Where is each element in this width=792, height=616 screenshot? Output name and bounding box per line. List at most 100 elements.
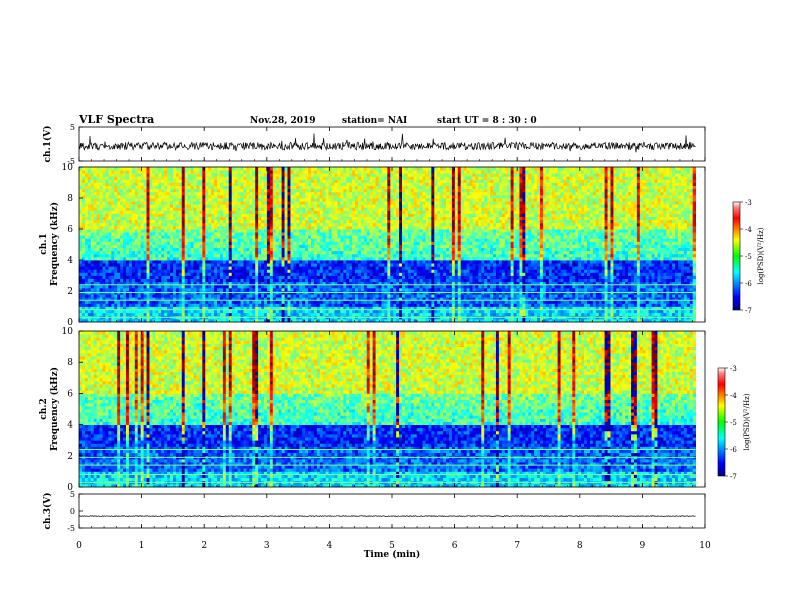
- spectrogram-cell: [525, 269, 528, 273]
- spectrogram-cell: [355, 266, 358, 270]
- spectrogram-cell: [566, 254, 569, 257]
- spectrogram-cell: [446, 300, 449, 304]
- spectrogram-cell: [152, 260, 155, 264]
- spectrogram-cell: [414, 300, 417, 304]
- spectrogram-cell: [332, 313, 335, 317]
- spectrogram-cell: [470, 257, 473, 261]
- spectrogram-cell: [85, 294, 88, 298]
- spectrogram-cell: [164, 300, 167, 304]
- spectrogram-cell: [408, 269, 411, 273]
- spectrogram-cell: [508, 288, 511, 292]
- spectrogram-cell: [349, 303, 352, 307]
- spectrogram-cell: [199, 313, 202, 317]
- spectrogram-cell: [681, 251, 684, 255]
- spectrogram-cell: [311, 269, 314, 273]
- spectrogram-cell: [211, 279, 214, 283]
- spectrogram-cell: [317, 285, 320, 289]
- spectrogram-cell: [267, 279, 270, 283]
- spectrogram-cell: [82, 260, 85, 264]
- spectrogram-cell: [608, 266, 611, 270]
- spectrogram-cell: [678, 266, 681, 270]
- spectrogram-cell: [634, 269, 637, 273]
- spectrogram-cell: [428, 310, 431, 314]
- spectrogram-cell: [343, 276, 346, 280]
- spectrogram-cell: [79, 303, 82, 307]
- spectrogram-cell: [669, 310, 672, 314]
- spectrogram-cell: [255, 276, 258, 280]
- spectrogram-cell: [684, 257, 687, 261]
- spectrogram-cell: [687, 263, 690, 267]
- spectrogram-cell: [549, 276, 552, 280]
- spectrogram-cell: [496, 279, 499, 283]
- spectrogram-cell: [387, 313, 390, 317]
- spectrogram-cell: [646, 294, 649, 298]
- spectrogram-cell: [384, 294, 387, 298]
- spectrogram-cell: [657, 279, 660, 283]
- spectrogram-cell: [217, 260, 220, 264]
- spectrogram-cell: [235, 303, 238, 307]
- spectrogram-cell: [337, 266, 340, 270]
- spectrogram-cell: [613, 260, 616, 264]
- spectrogram-cell: [517, 310, 520, 314]
- spectrogram-cell: [238, 251, 241, 255]
- spectrogram-cell: [657, 269, 660, 273]
- spectrogram-cell: [144, 263, 147, 267]
- spectrogram-cell: [684, 310, 687, 314]
- spectrogram-cell: [323, 313, 326, 317]
- spectrogram-cell: [687, 294, 690, 298]
- spectrogram-cell: [540, 260, 543, 264]
- spectrogram-cell: [226, 257, 229, 261]
- spectrogram-cell: [158, 285, 161, 289]
- spectrogram-cell: [399, 248, 402, 252]
- spectrogram-cell: [493, 313, 496, 317]
- spectrogram-cell: [100, 263, 103, 267]
- spectrogram-cell: [170, 300, 173, 304]
- spectrogram-cell: [114, 276, 117, 280]
- spectrogram-cell: [91, 254, 94, 257]
- spectrogram-cell: [478, 257, 481, 261]
- spectrogram-cell: [79, 313, 82, 317]
- spectrogram-cell: [252, 313, 255, 317]
- spectrogram-cell: [464, 288, 467, 292]
- spectrogram-cell: [660, 300, 663, 304]
- spectrogram-cell: [402, 313, 405, 317]
- spectrogram-cell: [88, 313, 91, 317]
- spectrogram-cell: [126, 285, 129, 289]
- spectrogram-cell: [326, 276, 329, 280]
- spectrogram-cell: [246, 272, 249, 276]
- spectrogram-cell: [329, 251, 332, 255]
- spectrogram-cell: [496, 269, 499, 273]
- spectrogram-cell: [152, 300, 155, 304]
- spectrogram-cell: [499, 294, 502, 298]
- spectrogram-cell: [555, 294, 558, 298]
- spectrogram-cell: [646, 266, 649, 270]
- spectrogram-cell: [384, 266, 387, 270]
- spectrogram-cell: [205, 300, 208, 304]
- spectrogram-cell: [649, 279, 652, 283]
- spectrogram-cell: [549, 279, 552, 283]
- spectrogram-cell: [684, 279, 687, 283]
- spectrogram-cell: [249, 279, 252, 283]
- spectrogram-cell: [690, 263, 693, 267]
- spectrogram-cell: [85, 300, 88, 304]
- spectrogram-cell: [690, 310, 693, 314]
- spectrogram-cell: [264, 272, 267, 276]
- spectrogram-cell: [364, 257, 367, 261]
- spectrogram-cell: [605, 260, 608, 264]
- spectrogram-cell: [314, 272, 317, 276]
- spectrogram-cell: [332, 251, 335, 255]
- spectrogram-cell: [370, 294, 373, 298]
- spectrogram-cell: [302, 269, 305, 273]
- spectrogram-cell: [613, 276, 616, 280]
- spectrogram-cell: [519, 269, 522, 273]
- spectrogram-cell: [252, 272, 255, 276]
- spectrogram-cell: [681, 313, 684, 317]
- spectrogram-cell: [167, 276, 170, 280]
- spectrogram-cell: [202, 276, 205, 280]
- spectrogram-cell: [287, 251, 290, 255]
- spectrogram-cell: [593, 294, 596, 298]
- spectrogram-cell: [246, 303, 249, 307]
- spectrogram-cell: [255, 266, 258, 270]
- spectrogram-cell: [320, 269, 323, 273]
- spectrogram-cell: [549, 260, 552, 264]
